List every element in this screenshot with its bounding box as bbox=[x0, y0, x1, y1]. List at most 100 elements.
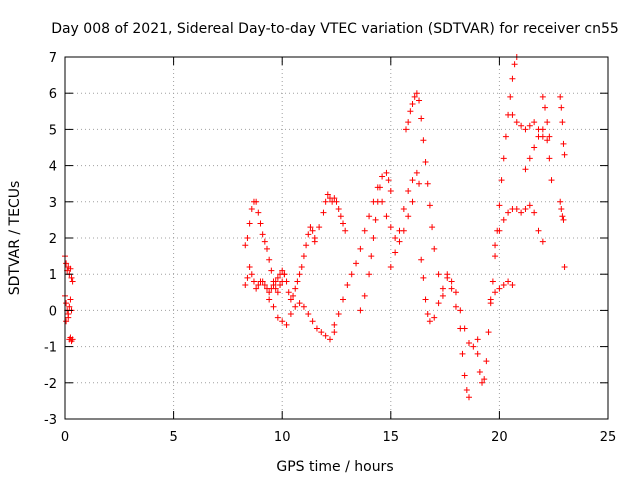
data-point bbox=[539, 93, 546, 100]
data-point bbox=[266, 289, 273, 296]
data-point bbox=[296, 300, 303, 307]
data-point bbox=[344, 282, 351, 289]
data-point bbox=[481, 376, 488, 383]
data-point bbox=[558, 104, 565, 111]
data-point bbox=[413, 90, 420, 97]
data-point bbox=[311, 238, 318, 245]
data-point bbox=[318, 329, 325, 336]
data-point bbox=[259, 278, 266, 285]
data-point bbox=[505, 209, 512, 216]
data-point bbox=[465, 394, 472, 401]
data-point bbox=[452, 303, 459, 310]
data-point bbox=[396, 227, 403, 234]
data-point bbox=[439, 285, 446, 292]
data-point bbox=[261, 282, 268, 289]
data-point bbox=[548, 177, 555, 184]
data-point bbox=[283, 321, 290, 328]
data-point bbox=[290, 292, 297, 299]
data-point bbox=[370, 235, 377, 241]
data-point bbox=[531, 119, 538, 126]
data-point bbox=[531, 209, 538, 216]
data-point bbox=[242, 282, 249, 289]
y-tick-label: -3 bbox=[44, 413, 57, 428]
data-point bbox=[270, 282, 277, 289]
data-point bbox=[253, 198, 260, 205]
data-point bbox=[431, 245, 438, 252]
data-point bbox=[544, 137, 551, 144]
data-point bbox=[366, 213, 373, 220]
data-point bbox=[261, 238, 268, 245]
data-point bbox=[296, 271, 303, 278]
data-point bbox=[557, 198, 564, 205]
data-point bbox=[496, 227, 503, 234]
data-point bbox=[383, 213, 390, 220]
data-point bbox=[63, 318, 70, 325]
data-point bbox=[439, 292, 446, 299]
data-point bbox=[431, 314, 438, 321]
data-point bbox=[68, 274, 75, 281]
data-point bbox=[244, 274, 251, 281]
data-point bbox=[372, 216, 379, 223]
data-point bbox=[416, 97, 423, 104]
data-point bbox=[500, 216, 507, 223]
data-point bbox=[457, 325, 464, 332]
data-point bbox=[546, 155, 553, 162]
data-point bbox=[246, 263, 253, 270]
data-point bbox=[309, 318, 316, 325]
data-point bbox=[474, 336, 481, 343]
ticks bbox=[64, 56, 609, 420]
data-point bbox=[335, 311, 342, 318]
data-point bbox=[379, 173, 386, 180]
data-point bbox=[385, 177, 392, 184]
data-point bbox=[250, 278, 257, 285]
data-point bbox=[531, 144, 538, 151]
y-tick-label: 3 bbox=[49, 196, 57, 211]
data-point bbox=[435, 271, 442, 278]
data-point bbox=[411, 93, 418, 100]
data-point bbox=[461, 372, 468, 379]
data-point bbox=[448, 285, 455, 292]
x-tick-label: 15 bbox=[383, 430, 400, 445]
data-point bbox=[539, 238, 546, 245]
data-point bbox=[500, 155, 507, 162]
data-point bbox=[287, 311, 294, 318]
data-point bbox=[279, 267, 286, 274]
data-point bbox=[66, 303, 73, 310]
data-point bbox=[266, 256, 273, 263]
data-point bbox=[489, 278, 496, 285]
data-point bbox=[474, 350, 481, 357]
data-point bbox=[448, 278, 455, 285]
data-point bbox=[500, 282, 507, 289]
data-point bbox=[479, 379, 486, 386]
data-point bbox=[268, 285, 275, 292]
x-axis-label: GPS time / hours bbox=[276, 459, 393, 475]
data-point bbox=[492, 242, 499, 249]
data-point bbox=[248, 206, 255, 213]
data-point bbox=[300, 303, 307, 310]
data-point bbox=[246, 220, 253, 227]
data-point bbox=[376, 184, 383, 191]
data-point bbox=[257, 220, 264, 227]
data-point bbox=[483, 358, 490, 365]
data-point bbox=[281, 271, 288, 278]
data-point bbox=[542, 104, 549, 111]
data-point bbox=[69, 278, 76, 285]
data-point bbox=[416, 180, 423, 187]
data-point bbox=[509, 282, 516, 289]
data-point bbox=[298, 263, 305, 270]
data-point bbox=[303, 242, 310, 249]
data-point bbox=[409, 101, 416, 108]
data-point bbox=[342, 227, 349, 234]
data-point bbox=[383, 169, 390, 176]
y-tick-label: 6 bbox=[49, 87, 57, 102]
data-point bbox=[322, 198, 329, 205]
data-point bbox=[496, 285, 503, 292]
data-point bbox=[270, 303, 277, 310]
data-point bbox=[340, 220, 347, 227]
data-point bbox=[294, 278, 301, 285]
data-point bbox=[248, 271, 255, 278]
data-point bbox=[492, 253, 499, 260]
data-point bbox=[435, 300, 442, 307]
